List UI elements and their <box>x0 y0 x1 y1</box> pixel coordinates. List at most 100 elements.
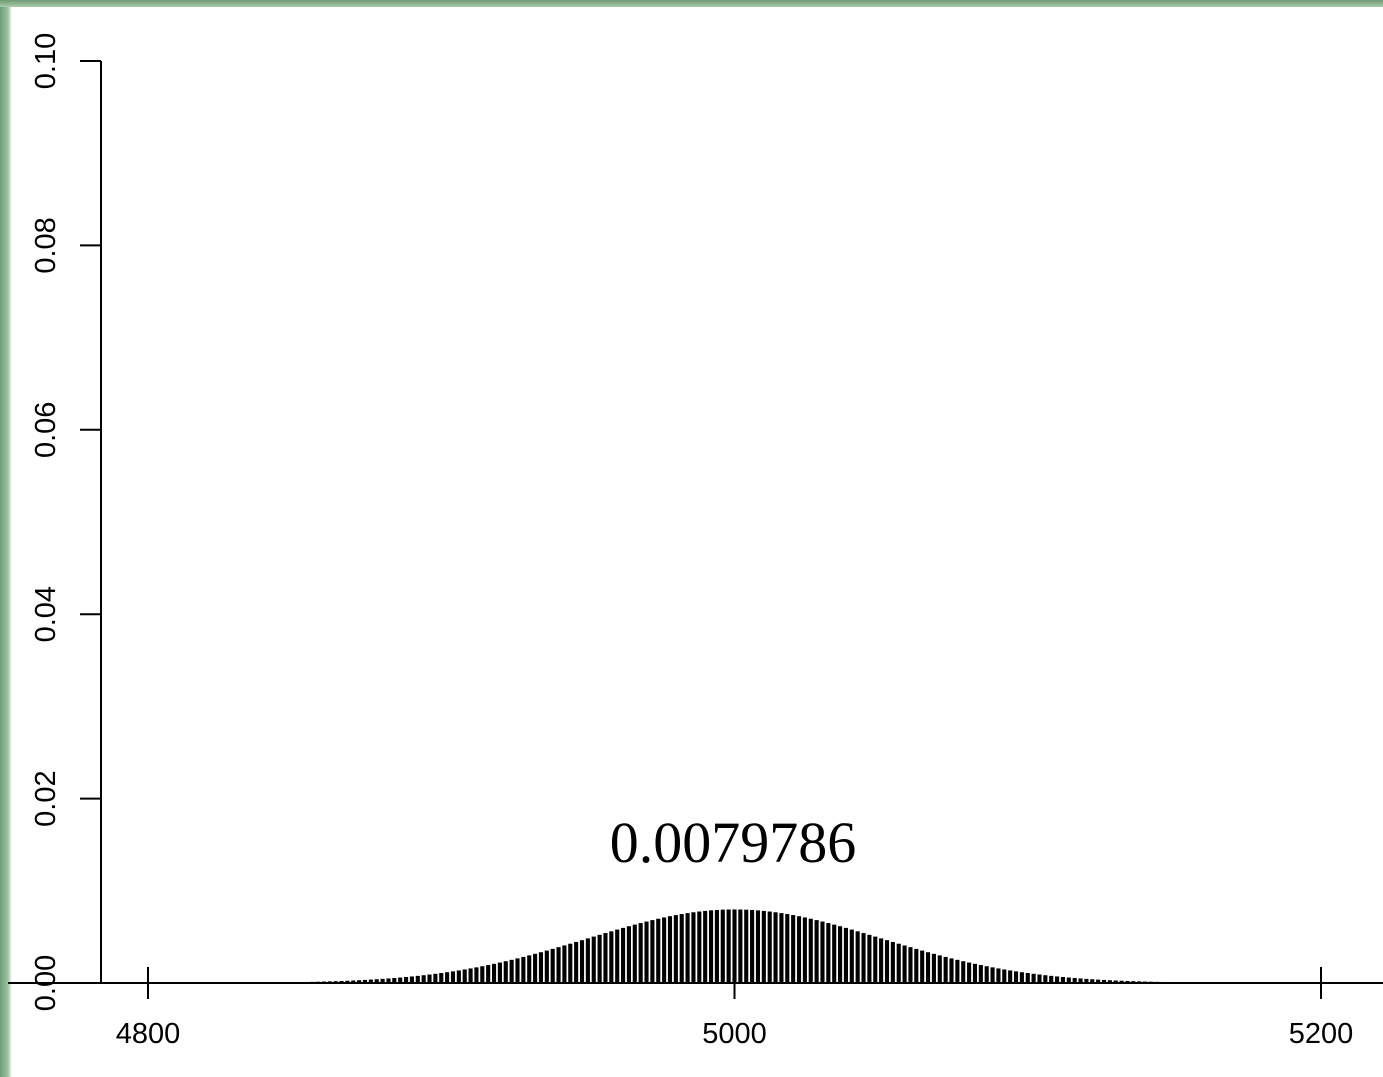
bar <box>744 909 749 983</box>
peak-value-annotation: 0.0079786 <box>610 810 857 875</box>
bar <box>761 910 766 983</box>
bar <box>802 917 807 983</box>
bar <box>1096 979 1101 983</box>
bar <box>609 931 614 983</box>
bar <box>732 909 737 983</box>
bar <box>462 969 467 983</box>
bar <box>486 965 491 983</box>
bar <box>503 961 508 983</box>
bar <box>679 914 684 983</box>
bar <box>568 943 573 983</box>
bar <box>955 959 960 983</box>
bar <box>1043 975 1048 983</box>
bar <box>1090 979 1095 983</box>
bar <box>456 970 461 983</box>
bar <box>579 940 585 983</box>
bar <box>1013 971 1019 983</box>
y-tick-label: 0.02 <box>30 770 62 826</box>
bar <box>925 952 931 983</box>
bar <box>796 916 802 983</box>
bar <box>949 958 954 983</box>
bar <box>368 979 373 983</box>
bar <box>662 917 667 983</box>
bar <box>1049 975 1054 983</box>
bar <box>791 915 796 983</box>
bar <box>767 911 772 983</box>
y-tick-label: 0.04 <box>30 586 62 642</box>
bar <box>409 976 414 983</box>
bar <box>439 973 444 983</box>
bar <box>550 948 555 983</box>
bar <box>978 965 983 983</box>
bar <box>931 953 936 983</box>
bar <box>491 963 497 983</box>
bar <box>726 909 731 983</box>
bar <box>521 956 526 983</box>
bar <box>538 952 544 983</box>
bar <box>972 963 978 983</box>
bar <box>1113 980 1118 983</box>
bar <box>1101 979 1107 983</box>
bars-group <box>292 909 1177 984</box>
bar <box>386 978 391 983</box>
bar <box>685 913 690 983</box>
bar <box>896 943 901 983</box>
bar <box>621 927 626 983</box>
bar <box>638 923 643 983</box>
bar <box>1055 976 1060 983</box>
bar <box>433 973 438 983</box>
bar <box>908 947 913 983</box>
bar <box>703 910 708 983</box>
bar <box>832 924 837 983</box>
bar <box>808 918 813 983</box>
bar <box>984 966 989 983</box>
x-tick-label: 5200 <box>1289 1018 1354 1050</box>
bar <box>398 977 403 983</box>
bar <box>544 950 549 983</box>
bar <box>855 931 860 983</box>
bar <box>714 909 719 983</box>
bar <box>826 923 831 983</box>
bar <box>445 972 450 983</box>
bar <box>961 961 966 983</box>
bar <box>562 945 567 983</box>
bar <box>708 910 714 983</box>
bar <box>1019 972 1024 983</box>
y-ticks-group: 0.00 0.02 0.04 0.06 0.08 0.10 <box>30 33 101 1011</box>
bar <box>755 910 761 983</box>
x-tick-label: 5000 <box>702 1018 767 1050</box>
bar <box>515 958 520 983</box>
y-tick-label: 0.06 <box>30 402 62 458</box>
bar <box>773 912 778 983</box>
bar <box>884 940 890 983</box>
bar <box>468 968 473 983</box>
x-tick-label: 4800 <box>116 1018 181 1050</box>
y-tick-label: 0.00 <box>30 955 62 1011</box>
bar <box>427 974 432 983</box>
bar <box>591 936 596 983</box>
bar <box>392 978 397 983</box>
bar <box>1119 980 1124 983</box>
bar <box>556 947 561 983</box>
bar <box>937 955 942 983</box>
bar <box>785 914 790 983</box>
bar <box>849 929 854 983</box>
bar <box>967 962 972 983</box>
bar <box>890 941 895 983</box>
bar <box>585 938 590 983</box>
bar <box>345 980 350 983</box>
bar <box>362 979 368 983</box>
bar <box>1072 978 1077 983</box>
bar <box>914 948 919 983</box>
bar <box>533 953 538 983</box>
bar <box>1125 980 1130 983</box>
bar <box>1008 970 1013 983</box>
bar <box>527 955 532 983</box>
bar <box>644 921 649 983</box>
bar <box>380 978 385 983</box>
y-tick-label: 0.08 <box>30 217 62 273</box>
bar <box>838 926 843 983</box>
bar <box>1107 980 1112 983</box>
